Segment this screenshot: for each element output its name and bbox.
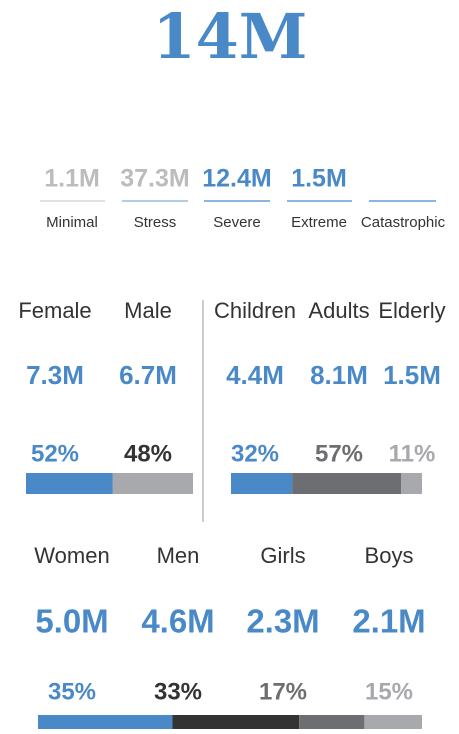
group-count: 7.3M [26, 360, 84, 390]
group-percent: 48% [124, 440, 172, 467]
group-percent: 11% [389, 440, 436, 467]
group-count: 4.4M [226, 360, 284, 390]
group-percent: 52% [31, 440, 79, 467]
group-percent: 35% [48, 678, 96, 705]
group-count: 1.5M [383, 360, 441, 390]
severity-value: 12.4M [202, 165, 271, 193]
bar-segment [26, 473, 113, 494]
group-label: Elderly [378, 298, 445, 323]
group-percent: 17% [259, 678, 307, 705]
headline: 14M [153, 0, 308, 73]
group-count: 6.7M [119, 360, 177, 390]
severity-value: 37.3M [120, 165, 189, 193]
bar-segment [231, 473, 293, 494]
bar-segment [299, 715, 365, 729]
severity-value: 1.5M [291, 165, 347, 193]
bar-segment [172, 715, 300, 729]
severity-label: Extreme [291, 214, 347, 231]
bar-segment [292, 473, 401, 494]
severity-value: 1.1M [44, 165, 100, 193]
group-count: 2.3M [246, 603, 319, 640]
group-label: Women [34, 543, 109, 568]
bar-segment [364, 715, 422, 729]
group-percent: 32% [231, 440, 279, 467]
group-percent: 57% [315, 440, 363, 467]
group-count: 8.1M [310, 360, 368, 390]
severity-label: Minimal [46, 214, 98, 231]
group-label: Children [214, 298, 296, 323]
group-percent: 33% [154, 678, 202, 705]
group-count: 5.0M [35, 603, 108, 640]
bar-segment [112, 473, 193, 494]
group-count: 4.6M [141, 603, 214, 640]
severity-label: Catastrophic [361, 214, 446, 231]
group-count: 2.1M [352, 603, 425, 640]
group-label: Girls [260, 543, 305, 568]
group-label: Boys [365, 543, 414, 568]
severity-label: Stress [134, 214, 177, 231]
bar-segment [38, 715, 173, 729]
group-label: Male [124, 298, 172, 323]
bar-segment [400, 473, 422, 494]
severity-label: Severe [213, 214, 261, 231]
group-percent: 15% [365, 678, 413, 705]
group-label: Men [157, 543, 200, 568]
group-label: Adults [308, 298, 369, 323]
group-label: Female [18, 298, 91, 323]
